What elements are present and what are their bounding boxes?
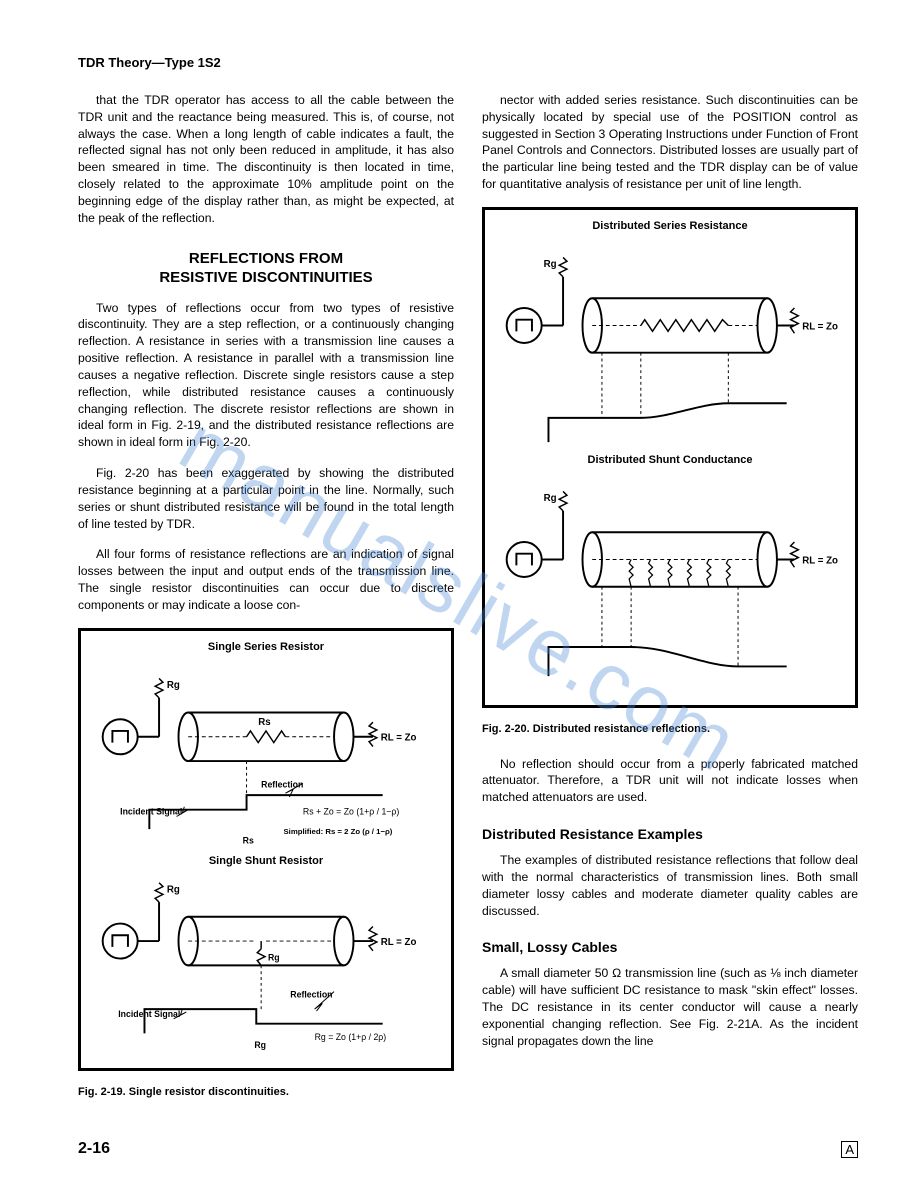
para-r2: No reflection should occur from a proper… xyxy=(482,756,858,806)
fig220-title2: Distributed Shunt Conductance xyxy=(495,454,845,466)
page-number: 2-16 xyxy=(78,1140,110,1158)
eq1s: Simplified: Rs = 2 Zo (ρ / 1−ρ) xyxy=(283,827,392,836)
para-l2: Two types of reflections occur from two … xyxy=(78,300,454,451)
label-incident1: Incident Signal xyxy=(120,806,182,816)
para-r4: A small diameter 50 Ω transmission line … xyxy=(482,965,858,1049)
label-rg6: Rg xyxy=(544,493,557,504)
revision-mark: A xyxy=(841,1141,858,1158)
fig220-diagram-shunt: Rg xyxy=(495,472,845,696)
para-l3: Fig. 2-20 has been exaggerated by showin… xyxy=(78,465,454,532)
label-rg5: Rg xyxy=(544,259,557,270)
fig219-diagram-shunt: Rg Rg RL = Zo Re xyxy=(91,873,441,1058)
section-heading: REFLECTIONS FROM RESISTIVE DISCONTINUITI… xyxy=(78,249,454,288)
fig219-title1: Single Series Resistor xyxy=(91,641,441,653)
label-rl3: RL = Zo xyxy=(802,321,838,332)
subheading-lossy: Small, Lossy Cables xyxy=(482,939,858,955)
para-l4: All four forms of resistance reflections… xyxy=(78,546,454,613)
fig220-diagram-series: Rg RL = Zo xyxy=(495,238,845,452)
label-rs2: Rs xyxy=(243,835,254,845)
left-column: that the TDR operator has access to all … xyxy=(78,92,454,1118)
fig219-title2: Single Shunt Resistor xyxy=(91,855,441,867)
label-rg2: Rg xyxy=(167,885,180,896)
label-rg3: Rg xyxy=(268,953,280,963)
label-rl4: RL = Zo xyxy=(802,555,838,566)
page-header: TDR Theory—Type 1S2 xyxy=(78,55,858,70)
fig219-diagram-series: Rg Rs RL = Zo xyxy=(91,659,441,853)
label-reflection: Reflection xyxy=(261,779,303,789)
fig219-caption: Fig. 2-19. Single resistor discontinuiti… xyxy=(78,1085,454,1100)
label-incident2: Incident Signal xyxy=(118,1009,180,1019)
heading-line1: REFLECTIONS FROM xyxy=(189,250,343,267)
label-rg4: Rg xyxy=(254,1040,266,1050)
para-r3: The examples of distributed resistance r… xyxy=(482,852,858,919)
eq1: Rs + Zo = Zo (1+ρ / 1−ρ) xyxy=(303,806,399,816)
label-rl2: RL = Zo xyxy=(381,937,417,948)
label-rg: Rg xyxy=(167,680,180,691)
right-column: nector with added series resistance. Suc… xyxy=(482,92,858,1118)
subheading-dist: Distributed Resistance Examples xyxy=(482,826,858,842)
heading-line2: RESISTIVE DISCONTINUITIES xyxy=(159,269,372,286)
para-l1: that the TDR operator has access to all … xyxy=(78,92,454,227)
fig220-caption: Fig. 2-20. Distributed resistance reflec… xyxy=(482,722,858,737)
fig220-title1: Distributed Series Resistance xyxy=(495,220,845,232)
label-rl: RL = Zo xyxy=(381,732,417,743)
label-rs: Rs xyxy=(258,717,270,728)
figure-2-20: Distributed Series Resistance Rg xyxy=(482,207,858,708)
figure-2-19: Single Series Resistor Rg Rs xyxy=(78,628,454,1071)
para-r1: nector with added series resistance. Suc… xyxy=(482,92,858,193)
eq2: Rg = Zo (1+ρ / 2ρ) xyxy=(315,1032,387,1042)
label-reflection2: Reflection xyxy=(290,990,332,1000)
